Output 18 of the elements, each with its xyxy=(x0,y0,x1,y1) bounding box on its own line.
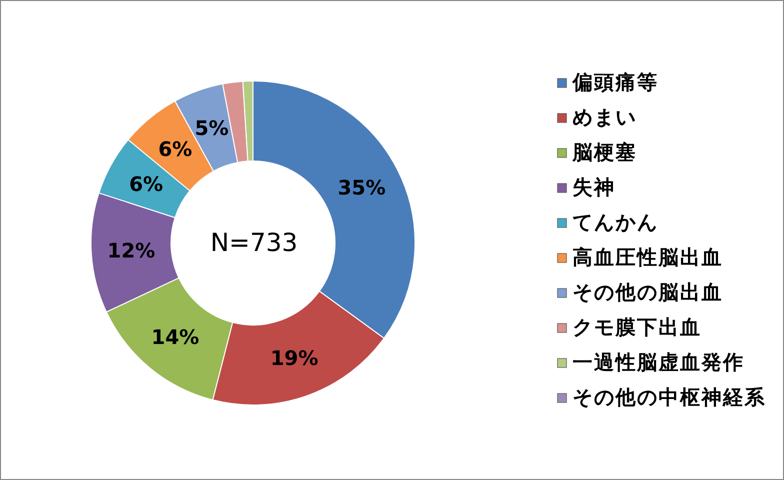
data-label: 6% xyxy=(158,136,192,161)
data-label: 19% xyxy=(270,346,318,370)
legend-label: その他の中枢神経系 xyxy=(572,384,766,411)
legend-label: てんかん xyxy=(572,209,658,236)
legend-label: 脳梗塞 xyxy=(572,139,637,166)
text: N=733 xyxy=(209,228,299,258)
data-label: 35% xyxy=(338,176,386,200)
legend-label: 失神 xyxy=(572,174,616,201)
data-label: 12% xyxy=(107,238,156,263)
data-label: 6% xyxy=(129,172,164,196)
legend-label: その他の脳出血 xyxy=(572,279,723,306)
legend-label: めまい xyxy=(572,104,637,131)
legend-label: クモ膜下出血 xyxy=(572,314,702,341)
legend-label: 高血圧性脳出血 xyxy=(572,244,723,271)
data-label: 5% xyxy=(194,116,229,140)
legend-label: 偏頭痛等 xyxy=(572,69,658,96)
data-label: 14% xyxy=(151,325,200,350)
legend-label: 一過性脳虚血発作 xyxy=(572,349,744,376)
